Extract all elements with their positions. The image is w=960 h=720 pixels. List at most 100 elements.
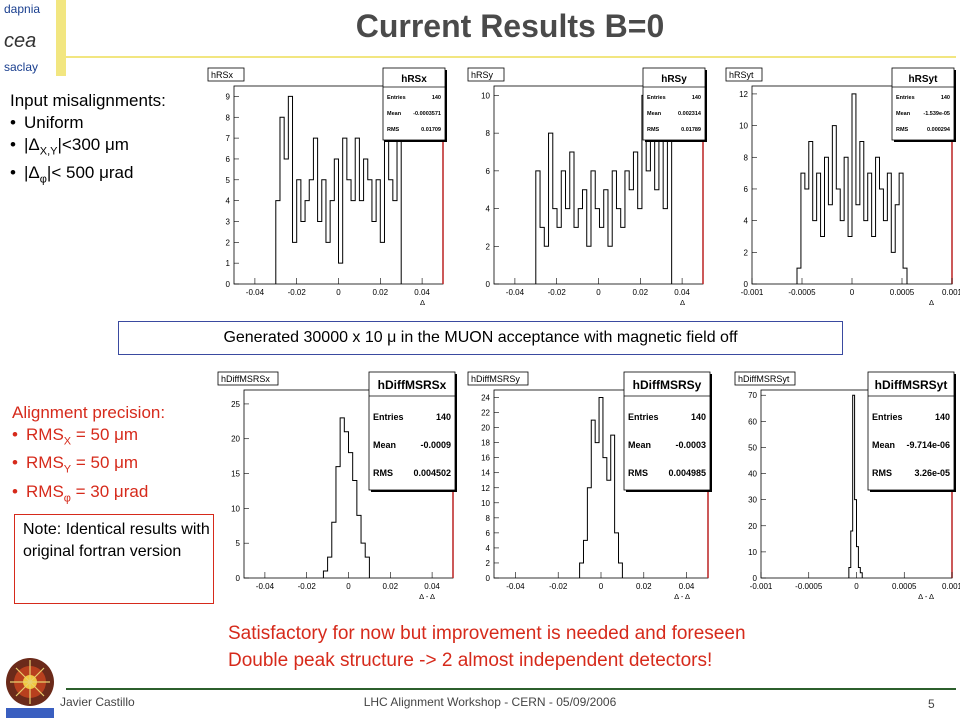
- stats-key: RMS: [896, 127, 909, 133]
- y-tick-label: 0: [486, 280, 491, 289]
- stats-value: 140: [436, 412, 451, 422]
- x-tick-label: 0.0005: [892, 582, 917, 591]
- stats-key: Mean: [896, 111, 911, 117]
- list-item-subscript: Y: [63, 463, 72, 476]
- y-tick-label: 0: [486, 574, 491, 583]
- list-item-text: |Δ: [24, 163, 40, 183]
- stats-value: 0.000294: [927, 127, 951, 133]
- tab-frame: [734, 371, 796, 386]
- stats-box-frame: [891, 67, 955, 141]
- x-axis-label: Δ: [420, 298, 425, 307]
- x-tick-label: 0: [850, 288, 855, 297]
- x-tick-label: 0.001: [942, 288, 960, 297]
- stats-value: -9.714e-06: [906, 440, 950, 450]
- y-tick-label: 6: [744, 185, 749, 194]
- x-tick-label: -0.001: [750, 582, 773, 591]
- stats-box: hDiffMSRSy Entries 140 Mean -0.0003 RMS 0.0049…: [623, 371, 712, 492]
- y-tick-label: 4: [486, 205, 491, 214]
- y-tick-label: 6: [486, 167, 491, 176]
- y-tick-label: 60: [748, 417, 757, 426]
- y-tick-label: 6: [226, 155, 231, 164]
- logo-word-saclay: saclay: [4, 60, 39, 74]
- x-tick-label: -0.02: [288, 288, 307, 297]
- y-tick-label: 10: [748, 548, 757, 557]
- stats-key: RMS: [872, 468, 892, 478]
- y-tick-label: 8: [226, 113, 231, 122]
- stats-value: 3.26e-05: [914, 468, 950, 478]
- y-tick-label: 70: [748, 391, 757, 400]
- list-item-tail: |<300 μm: [57, 135, 129, 154]
- y-tick-label: 10: [481, 499, 490, 508]
- histogram-tab: hDiffMSRSx: [217, 371, 279, 386]
- tab-frame: [217, 371, 279, 386]
- list-item-subscript: φ: [39, 173, 47, 186]
- alignment-precision-heading: Alignment precision:: [12, 403, 166, 422]
- stats-value: -0.0003: [675, 440, 706, 450]
- x-axis-label: Δ - Δ: [419, 592, 435, 601]
- list-item-text: RMS: [26, 481, 64, 501]
- x-tick-label: 0.04: [674, 288, 690, 297]
- y-tick-label: 1: [226, 259, 231, 268]
- stats-key: Entries: [373, 412, 404, 422]
- stats-box-frame: [867, 371, 955, 491]
- y-tick-label: 18: [481, 439, 490, 448]
- y-tick-label: 14: [481, 469, 490, 478]
- stats-value: -0.0009: [420, 440, 451, 450]
- tab-frame: [467, 67, 505, 82]
- stats-title: hDiffMSRSx: [378, 378, 447, 392]
- tab-frame: [207, 67, 245, 82]
- stats-title: hDiffMSRSyt: [875, 378, 948, 392]
- stats-key: Entries: [387, 95, 406, 101]
- footer-divider: [66, 688, 956, 690]
- y-tick-label: 0: [226, 280, 231, 289]
- stats-value: 0.004502: [413, 468, 451, 478]
- stats-box: hRSy Entries 140 Mean 0.002314 RMS 0.01789: [642, 67, 707, 142]
- stats-value: 0.01709: [421, 127, 441, 133]
- tab-label: hRSx: [211, 70, 234, 80]
- y-tick-label: 9: [226, 92, 231, 101]
- x-tick-label: 0.02: [636, 582, 652, 591]
- list-item-tail: = 50 μm: [71, 425, 139, 444]
- slide-title: Current Results B=0: [355, 8, 665, 44]
- y-tick-label: 4: [744, 217, 749, 226]
- list-item-text: Uniform: [24, 113, 84, 132]
- stats-box-frame: [642, 67, 706, 141]
- histogram-line: [579, 397, 623, 578]
- stats-value: 0.01789: [681, 127, 701, 133]
- list-item-subscript: X,Y: [39, 145, 58, 158]
- title-underline: [66, 56, 956, 58]
- x-tick-label: 0.04: [424, 582, 440, 591]
- tab-frame: [725, 67, 763, 82]
- x-tick-label: 0: [596, 288, 601, 297]
- stats-key: Mean: [628, 440, 651, 450]
- stats-title: hDiffMSRSy: [633, 378, 702, 392]
- conclusion-text: Satisfactory for now but improvement is …: [228, 620, 948, 674]
- y-tick-label: 6: [486, 529, 491, 538]
- histogram-tab: hRSyt: [725, 67, 763, 82]
- y-tick-label: 10: [481, 91, 490, 100]
- stats-box: hDiffMSRSyt Entries 140 Mean -9.714e-06 RMS 3.…: [867, 371, 956, 492]
- tab-label: hDiffMSRSy: [471, 374, 520, 384]
- histogram-line: [535, 94, 673, 284]
- x-tick-label: -0.02: [549, 582, 568, 591]
- x-tick-label: 0: [854, 582, 859, 591]
- logo-word-cea: cea: [4, 30, 37, 52]
- x-tick-label: 0.04: [679, 582, 695, 591]
- y-tick-label: 10: [231, 504, 240, 513]
- histogram-hDiffMSRSx: hDiffMSRSx 0 5 10 15 20 25 -0.04 -0.02 0 0.02 0.04Δ…: [216, 370, 461, 610]
- y-tick-label: 2: [486, 559, 491, 568]
- input-misalignments-list: • Uniform • |ΔX,Y|<300 μm • |Δφ|< 500 μrad: [10, 112, 215, 191]
- stats-title: hRSy: [661, 74, 687, 85]
- stats-key: Entries: [896, 95, 915, 101]
- tab-label: hRSyt: [729, 70, 754, 80]
- y-tick-label: 8: [486, 514, 491, 523]
- x-tick-label: -0.02: [298, 582, 317, 591]
- y-tick-label: 20: [481, 424, 490, 433]
- list-item-tail: |< 500 μrad: [46, 163, 134, 183]
- y-tick-label: 2: [744, 248, 749, 257]
- list-item-tail: = 30 μrad: [70, 481, 149, 501]
- histogram-line: [848, 394, 863, 578]
- y-tick-label: 20: [748, 522, 757, 531]
- x-tick-label: -0.0005: [795, 582, 823, 591]
- x-axis-label: Δ - Δ: [674, 592, 690, 601]
